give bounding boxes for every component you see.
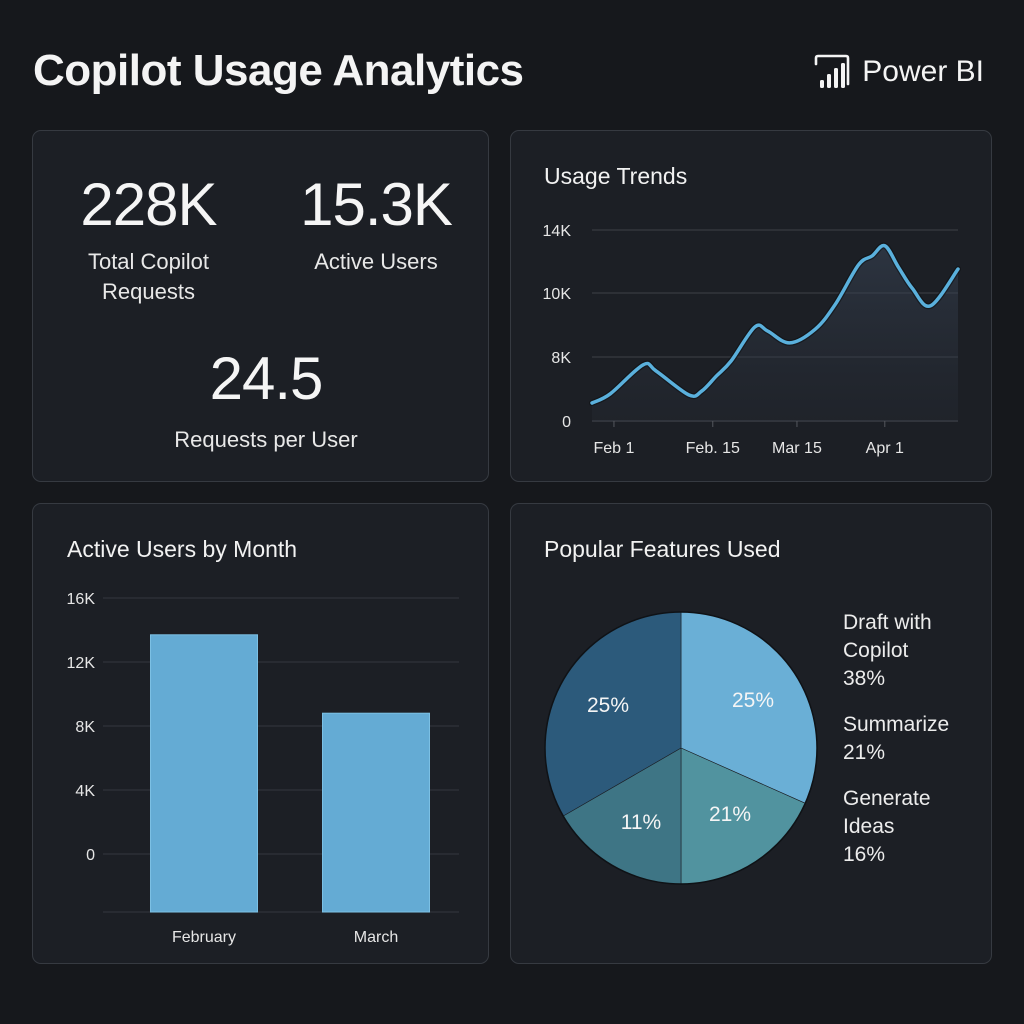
power-bi-logo-icon <box>814 54 850 88</box>
active-users-by-month-card: Active Users by Month 0 4K 8K 12K 16K Februar… <box>32 503 489 964</box>
legend-value: 21% <box>843 741 886 764</box>
card-title: Popular Features Used <box>544 536 781 562</box>
kpi-label: Total Copilot Requests <box>51 247 246 307</box>
pie-slice-label: 11% <box>621 811 661 834</box>
legend-name-line: Ideas <box>843 815 895 838</box>
line-series-usage <box>590 243 960 405</box>
x-tick-label: March <box>354 929 398 946</box>
card-title: Usage Trends <box>544 163 688 189</box>
legend-value: 16% <box>843 843 886 866</box>
x-tick-label: Feb. 15 <box>686 440 740 457</box>
brand-logo: Power BI <box>812 54 984 90</box>
y-tick-label: 8K <box>551 350 571 367</box>
y-tick-label: 14K <box>543 223 572 240</box>
popular-features-card: Popular Features Used 25% 21% 11% 25% Draft… <box>510 503 992 964</box>
card-title: Active Users by Month <box>67 536 298 562</box>
legend-item[interactable]: Draft with Copilot 38% <box>843 609 983 693</box>
pie-legend: Draft with Copilot 38% Summarize 21% Gen… <box>843 609 983 887</box>
legend-name-line: Generate <box>843 787 931 810</box>
legend-name-line: Copilot <box>843 639 909 662</box>
y-tick-label: 0 <box>86 847 95 864</box>
line-area-fill <box>592 245 958 421</box>
pie-outline <box>544 611 818 885</box>
y-tick-label: 12K <box>67 655 96 672</box>
x-tick-label: Apr 1 <box>866 440 904 457</box>
legend-name-line: Draft with <box>843 611 932 634</box>
kpi-value: 15.3K <box>300 171 453 238</box>
kpi-card: 228K Total Copilot Requests 15.3K Active… <box>32 130 489 482</box>
y-tick-label: 4K <box>75 783 95 800</box>
legend-item[interactable]: Generate Ideas 16% <box>843 785 983 869</box>
kpi-total-requests[interactable]: 228K Total Copilot Requests <box>51 175 246 307</box>
legend-name-line: Summarize <box>843 713 950 736</box>
kpi-label-line: Requests <box>102 279 195 304</box>
kpi-label: Requests per User <box>136 425 396 455</box>
usage-trends-card: Usage Trends 0 8K 10K 14K Feb 1 Feb. 15 Mar 15… <box>510 130 992 482</box>
line-chart[interactable]: 0 8K 10K 14K Feb 1 Feb. 15 Mar 15 Apr 1 <box>511 131 991 481</box>
legend-item[interactable]: Summarize 21% <box>843 711 983 767</box>
y-tick-label: 10K <box>543 286 572 303</box>
kpi-label-line: Requests per User <box>174 427 358 452</box>
y-tick-label: 0 <box>562 414 571 431</box>
pie-slice-label: 25% <box>587 694 629 717</box>
pie-chart[interactable]: 25% 21% 11% 25% <box>511 504 831 963</box>
pie-slice-label: 21% <box>709 803 751 826</box>
bar-chart[interactable]: 0 4K 8K 12K 16K February March <box>33 504 488 963</box>
x-tick-label: Feb 1 <box>593 440 634 457</box>
x-tick-label: February <box>172 929 236 946</box>
page-title: Copilot Usage Analytics <box>33 46 524 95</box>
kpi-value: 24.5 <box>209 345 324 412</box>
kpi-requests-per-user[interactable]: 24.5 Requests per User <box>136 349 396 455</box>
kpi-label-line: Active Users <box>314 249 438 274</box>
bar-march <box>322 712 430 913</box>
brand-label: Power BI <box>862 55 984 88</box>
kpi-label-line: Total Copilot <box>87 249 210 274</box>
kpi-value: 228K <box>80 171 217 238</box>
y-tick-label: 16K <box>67 591 96 608</box>
bar-february <box>150 634 258 913</box>
x-tick-label: Mar 15 <box>772 440 822 457</box>
y-tick-label: 8K <box>75 719 95 736</box>
kpi-label: Active Users <box>276 247 476 277</box>
kpi-active-users[interactable]: 15.3K Active Users <box>276 175 476 277</box>
pie-slice-label: 25% <box>732 689 774 712</box>
legend-value: 38% <box>843 667 886 690</box>
